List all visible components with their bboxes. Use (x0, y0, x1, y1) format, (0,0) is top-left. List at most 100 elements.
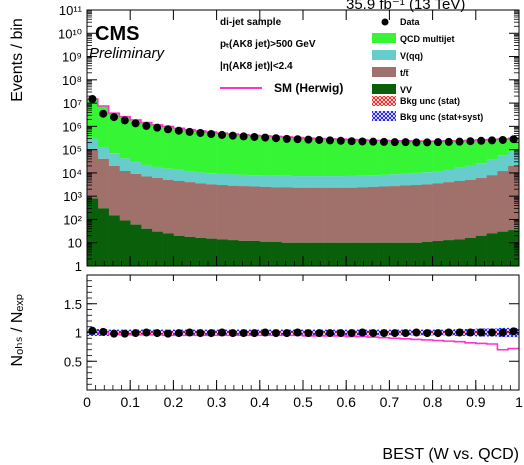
main-ytick-label: 10¹¹ (59, 3, 83, 18)
ratio-data-point (477, 328, 486, 337)
data-point (412, 138, 421, 147)
main-ytick-label: 10⁴ (62, 166, 82, 181)
stack-bin-vv (292, 242, 304, 266)
legend-unc-stat-swatch (372, 96, 396, 106)
stack-bin-ttbar (238, 186, 250, 241)
stack-bin-ttbar (303, 187, 315, 243)
data-point (142, 121, 151, 130)
stack-bin-vv (497, 231, 509, 266)
main-ytick-label: 1 (75, 259, 82, 274)
legend-vqq-swatch (372, 50, 396, 60)
selection-line-3: |η(AK8 jet)|<2.4 (220, 61, 293, 72)
stack-bin-vqq (281, 175, 293, 188)
stack-bin-qcd (443, 140, 455, 170)
stack-bin-vqq (346, 175, 358, 188)
legend-ttbar-label: t/t̅ (400, 68, 410, 78)
ratio-xtick-label: 0.6 (336, 394, 356, 410)
stack-bin-qcd (270, 136, 282, 176)
data-point (315, 135, 324, 144)
stack-bin-vv (195, 237, 207, 266)
stack-bin-qcd (87, 99, 99, 139)
stack-bin-qcd (486, 138, 498, 160)
ratio-data-point (207, 329, 216, 338)
stack-bin-vqq (421, 172, 433, 185)
preliminary-label: Preliminary (89, 45, 166, 62)
stack-bin-ttbar (97, 158, 109, 209)
stack-bin-qcd (465, 139, 477, 166)
stack-bin-vv (238, 240, 250, 266)
stack-bin-ttbar (465, 179, 477, 238)
data-point (131, 119, 140, 128)
ratio-xtick-label: 1 (515, 394, 523, 410)
ratio-xtick-label: 0.3 (207, 394, 227, 410)
stack-bin-vqq (486, 159, 498, 176)
stack-bin-ttbar (346, 187, 358, 243)
ratio-xtick-label: 0.2 (164, 394, 184, 410)
stack-bin-vqq (227, 174, 239, 186)
data-point (164, 125, 172, 134)
stack-bin-qcd (151, 125, 163, 167)
data-point (358, 137, 367, 146)
stack-bin-vqq (270, 175, 282, 188)
main-ytick-label: 10 (68, 236, 82, 251)
stack-bin-vqq (367, 175, 379, 187)
stack-bin-vv (151, 231, 163, 266)
ratio-xtick-label: 0.4 (250, 394, 270, 410)
stack-bin-vv (400, 242, 412, 266)
stack-bin-qcd (475, 139, 487, 164)
ratio-data-point (434, 329, 442, 338)
stack-bin-qcd (432, 141, 444, 172)
data-point (466, 137, 475, 146)
stack-bin-vv (324, 242, 336, 266)
stack-bin-vv (443, 240, 455, 266)
stack-bin-vqq (335, 176, 347, 188)
stack-bin-ttbar (184, 182, 196, 237)
stack-bin-qcd (367, 140, 379, 176)
stack-bin-vqq (432, 171, 444, 184)
ratio-xtick-label: 0.9 (466, 394, 486, 410)
xlabel: BEST (W vs. QCD) (382, 446, 519, 463)
ratio-data-point (261, 328, 270, 337)
stack-bin-qcd (497, 137, 509, 156)
ratio-data-point (99, 327, 108, 336)
stack-bin-vv (108, 215, 120, 266)
data-point (228, 131, 237, 140)
data-point (444, 137, 453, 146)
data-point (207, 129, 216, 138)
data-point (218, 130, 226, 139)
stack-bin-qcd (421, 141, 433, 173)
stack-bin-vv (389, 242, 401, 266)
ratio-xtick-label: 0.8 (423, 394, 443, 410)
legend-vqq-label: V(qq) (400, 51, 423, 61)
stack-bin-vqq (238, 174, 250, 187)
data-point (390, 138, 399, 147)
stack-bin-ttbar (313, 187, 325, 243)
stack-bin-vqq (400, 173, 412, 186)
stack-bin-vv (303, 242, 315, 266)
stack-bin-qcd (292, 137, 304, 177)
stack-bin-vv (281, 242, 293, 266)
stack-bin-ttbar (400, 185, 412, 243)
stack-bin-vv (87, 198, 99, 266)
lumi-label: 35.9 fb⁻¹ (13 TeV) (346, 0, 465, 13)
stack-bin-ttbar (141, 176, 153, 229)
stack-bin-vqq (378, 174, 390, 187)
data-point (185, 127, 194, 136)
stack-bin-ttbar (454, 180, 466, 240)
stack-bin-vv (421, 241, 433, 266)
stack-bin-ttbar (475, 178, 487, 236)
stack-bin-ttbar (443, 182, 455, 241)
ratio-data-point (336, 329, 345, 338)
data-point (498, 135, 507, 144)
stack-bin-vqq (108, 153, 120, 166)
stack-bin-ttbar (421, 184, 433, 242)
data-point (509, 135, 518, 144)
stack-bin-vqq (465, 165, 477, 180)
stack-bin-qcd (108, 113, 120, 154)
stack-bin-vqq (508, 151, 519, 166)
stack-bin-qcd (378, 140, 390, 175)
ratio-xtick-label: 0.1 (120, 394, 140, 410)
stack-bin-qcd (130, 120, 142, 163)
data-point (110, 113, 118, 122)
